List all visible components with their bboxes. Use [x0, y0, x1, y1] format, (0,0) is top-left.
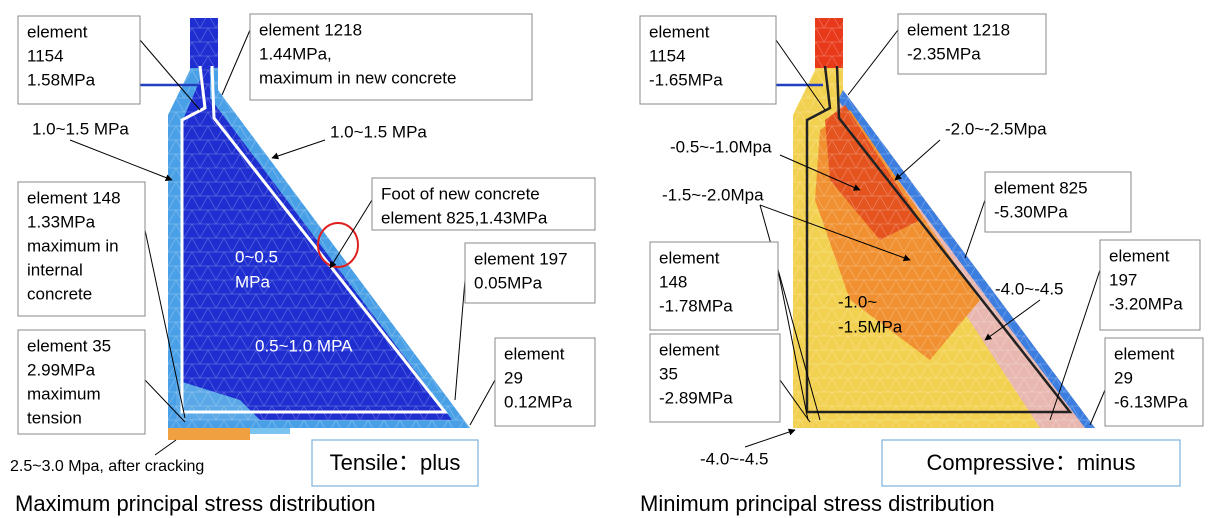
callout-text: 29 — [504, 368, 523, 387]
callout-text: element — [649, 22, 710, 41]
callout-text: -1.65MPa — [649, 70, 723, 89]
callout-text: element — [27, 22, 88, 41]
callout-text: element 197 — [474, 249, 568, 268]
callout-text: 148 — [659, 272, 687, 291]
callout-text: 197 — [1109, 270, 1137, 289]
callout-text: element — [1109, 246, 1170, 265]
range-label: 0.5~1.0 MPA — [255, 336, 353, 355]
caption: Maximum principal stress distribution — [15, 491, 376, 516]
range-label: -1.5MPa — [838, 317, 903, 336]
figure: element 1154 1.58MPa element 1218 1.44MPa, ma… — [0, 0, 1219, 518]
callout-text: concrete — [27, 284, 92, 303]
callout-text: maximum — [27, 384, 101, 403]
callout-text: element — [504, 344, 565, 363]
callout-text: 1.33MPa — [27, 212, 96, 231]
range-label: -0.5~-1.0Mpa — [670, 137, 772, 156]
callout-text: -2.35MPa — [907, 44, 981, 63]
range-label: -4.0~-4.5 — [995, 279, 1064, 298]
callout-text: Foot of new concrete — [381, 184, 540, 203]
callout-text: 0.05MPa — [474, 273, 543, 292]
callout-text: -6.13MPa — [1114, 392, 1188, 411]
callout-text: element — [659, 340, 720, 359]
callout-text: -2.89MPa — [659, 388, 733, 407]
callout-text: internal — [27, 260, 83, 279]
callout-text: 1.44MPa, — [259, 44, 332, 63]
callout-text: element 825 — [994, 178, 1088, 197]
callout-text: 2.99MPa — [27, 360, 96, 379]
range-label: 1.0~1.5 MPa — [32, 119, 129, 138]
callout-text: 29 — [1114, 368, 1133, 387]
range-label: -1.5~-2.0Mpa — [662, 185, 764, 204]
callout-text: 0.12MPa — [504, 392, 573, 411]
range-label: -2.0~-2.5Mpa — [945, 119, 1047, 138]
callout-text: 1154 — [649, 46, 686, 65]
range-label: 2.5~3.0 Mpa, after cracking — [10, 458, 204, 475]
callout-text: -3.20MPa — [1109, 294, 1183, 313]
callout-text: element 148 — [27, 188, 121, 207]
range-label: -4.0~-4.5 — [700, 449, 769, 468]
callout-text: 1154 — [27, 46, 64, 65]
legend-text: Compressive：minus — [926, 450, 1135, 475]
callout-text: 1.58MPa — [27, 70, 96, 89]
callout-text: element — [1114, 344, 1175, 363]
caption: Minimum principal stress distribution — [640, 491, 995, 516]
callout-text: maximum in — [27, 236, 119, 255]
range-label: 1.0~1.5 MPa — [330, 122, 427, 141]
callout-text: -5.30MPa — [994, 202, 1068, 221]
callout-text: maximum in new concrete — [259, 68, 456, 87]
callout-text: element — [659, 248, 720, 267]
range-label: -1.0~ — [838, 292, 877, 311]
callout-text: -1.78MPa — [659, 296, 733, 315]
callout-text: element 825,1.43MPa — [381, 208, 548, 227]
callout-text: tension — [27, 408, 82, 427]
range-label: MPa — [235, 272, 271, 291]
callout-text: element 35 — [27, 336, 111, 355]
range-label: 0~0.5 — [235, 247, 278, 266]
legend-text: Tensile：plus — [330, 450, 461, 475]
callout-text: 35 — [659, 364, 678, 383]
callout-text: element 1218 — [907, 20, 1010, 39]
callout-text: element 1218 — [259, 20, 362, 39]
